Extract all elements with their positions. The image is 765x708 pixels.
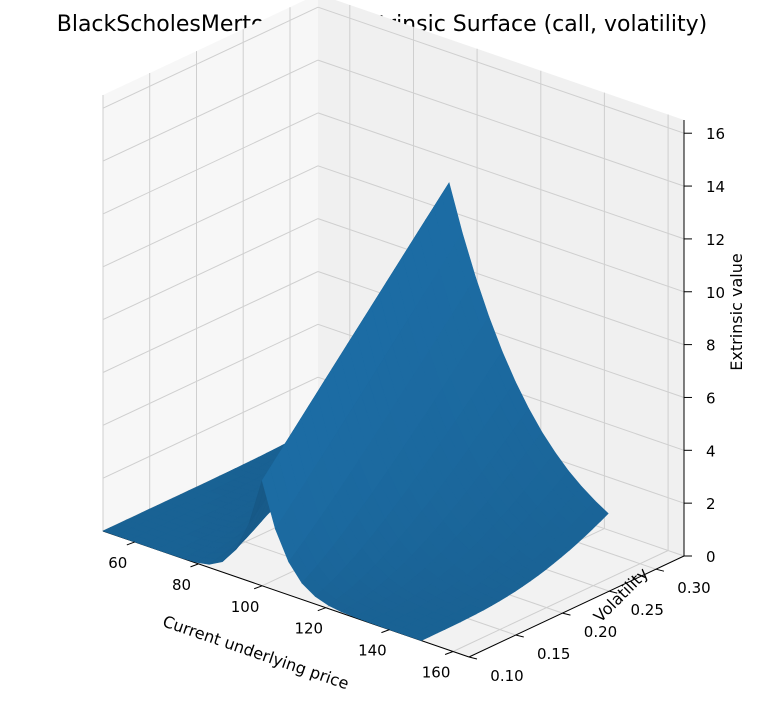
grid-line-z — [317, 165, 685, 293]
x-tick-label: 80 — [172, 576, 191, 594]
left-pane — [103, 0, 318, 531]
z-tick-label: 4 — [706, 442, 716, 460]
surface-plot — [102, 182, 609, 641]
grid-line-z — [317, 112, 685, 240]
x-tick-mark — [381, 629, 390, 634]
y-tick-label: 0.30 — [677, 579, 710, 597]
y-tick-mark — [468, 656, 478, 660]
grid-line-z — [102, 271, 319, 373]
z-tick-label: 14 — [706, 178, 725, 196]
grid-line-z — [317, 6, 685, 134]
y-tick-label: 0.15 — [537, 645, 570, 663]
x-tick-mark — [253, 585, 263, 590]
y-tick-label: 0.25 — [630, 601, 663, 619]
y-tick-mark — [562, 612, 571, 616]
grid-line-x — [452, 550, 669, 652]
z-tick-label: 12 — [706, 231, 725, 249]
x-tick-mark — [126, 541, 136, 546]
y-axis-line — [468, 555, 685, 658]
grid-line-z — [317, 218, 685, 346]
tick-labels: 60 80 100 120 140 160 0.10 0.15 0.20 0.25 0.30 0 2 4 6… — [108, 125, 725, 685]
grid-line-z — [102, 376, 319, 479]
y-tick-mark — [655, 568, 665, 572]
x-tick-label: 140 — [358, 642, 387, 660]
grid-line-z — [317, 59, 685, 187]
y-tick-mark — [515, 634, 524, 638]
z-tick-label: 16 — [706, 125, 725, 143]
z-tick-label: 2 — [706, 495, 716, 513]
z-axis-label: Extrinsic value — [727, 253, 746, 370]
y-tick-mark — [609, 590, 618, 594]
z-tick-label: 10 — [706, 284, 725, 302]
grid-line-z — [102, 165, 319, 268]
x-tick-label: 160 — [422, 664, 451, 682]
x-tick-mark — [444, 651, 454, 655]
x-tick-mark — [190, 563, 199, 568]
grid-line-z — [102, 6, 319, 109]
grid-line-z — [102, 59, 319, 162]
x-tick-label: 100 — [231, 598, 260, 616]
z-tick-label: 0 — [706, 548, 716, 566]
x-tick-mark — [317, 607, 326, 612]
z-tick-label: 6 — [706, 390, 716, 408]
z-tick-label: 8 — [706, 337, 716, 355]
grid-line-z — [102, 112, 319, 215]
y-tick-label: 0.10 — [490, 667, 523, 685]
x-tick-label: 120 — [294, 620, 323, 638]
y-tick-label: 0.20 — [584, 623, 617, 641]
grid-line-z — [102, 218, 319, 321]
surface-facet — [407, 631, 430, 641]
grid-line-z — [317, 271, 685, 398]
x-tick-label: 60 — [108, 554, 127, 572]
grid-line-z — [102, 323, 319, 426]
